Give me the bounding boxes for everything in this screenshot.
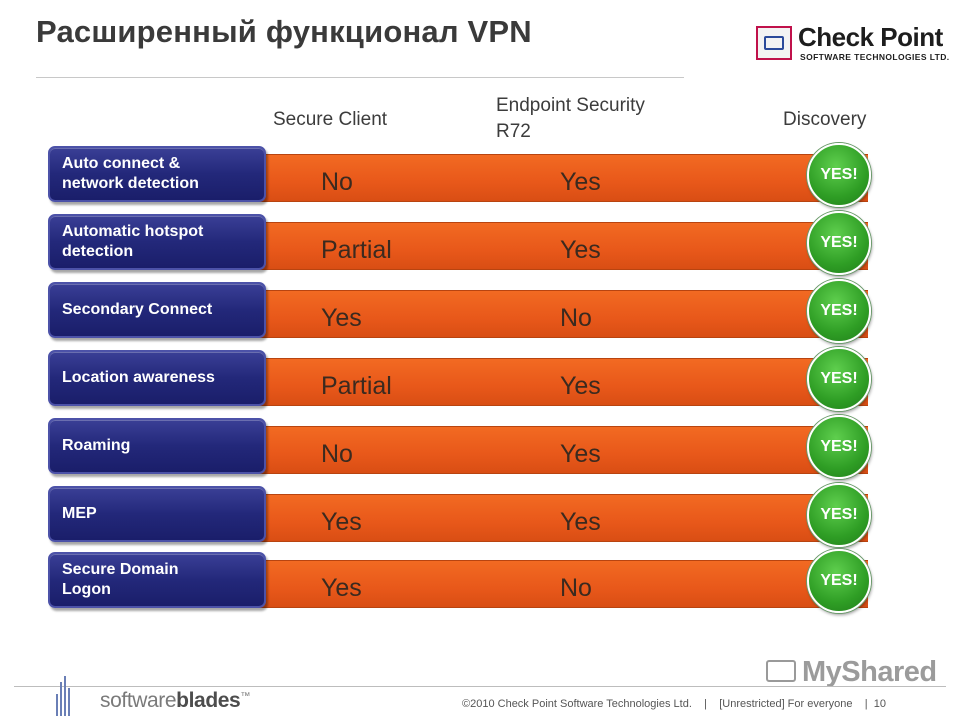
check-point-emblem-icon	[756, 26, 792, 60]
feature-label: Secondary Connect	[48, 282, 266, 338]
logo-subtitle: SOFTWARE TECHNOLOGIES LTD.	[800, 52, 950, 62]
feature-bar: Yes No	[248, 560, 868, 608]
logo-name: Check Point	[798, 22, 943, 52]
column-header-endpoint-line1: Endpoint Security	[496, 95, 645, 116]
feature-label-line1: Location awareness	[62, 369, 215, 386]
discovery-yes-badge: YES!	[807, 483, 871, 547]
footer-separator: |	[864, 698, 868, 710]
footer-separator: |	[704, 698, 707, 710]
feature-row: Yes Yes MEP YES!	[48, 483, 871, 548]
feature-label-line1: Auto connect &	[62, 155, 181, 172]
brand-light: software	[100, 689, 177, 712]
feature-bar: Yes Yes	[248, 494, 868, 542]
brand-tm: ™	[240, 691, 250, 702]
feature-row: Yes No Secure Domain Logon YES!	[48, 549, 871, 614]
discovery-yes-badge: YES!	[807, 211, 871, 275]
discovery-yes-badge: YES!	[807, 279, 871, 343]
column-header-endpoint-security: Endpoint Security R72	[496, 93, 645, 145]
feature-label-line2: network detection	[62, 175, 199, 192]
feature-label-line1: MEP	[62, 505, 97, 522]
footer-divider	[14, 686, 946, 687]
feature-label: MEP	[48, 486, 266, 542]
column-header-secure-client: Secure Client	[273, 109, 388, 130]
feature-label-line1: Automatic hotspot	[62, 223, 204, 240]
endpoint-security-value: Yes	[560, 168, 601, 196]
secure-client-value: Partial	[321, 236, 392, 264]
feature-label: Location awareness	[48, 350, 266, 406]
presentation-icon	[766, 660, 796, 682]
software-blades-brand: softwareblades™	[100, 689, 250, 713]
secure-client-value: No	[321, 440, 353, 468]
discovery-yes-badge: YES!	[807, 549, 871, 613]
feature-row: No Yes Roaming YES!	[48, 415, 871, 480]
feature-row: Yes No Secondary Connect YES!	[48, 279, 871, 344]
feature-label-line1: Secondary Connect	[62, 301, 213, 318]
feature-label: Automatic hotspot detection	[48, 214, 266, 270]
column-header-discovery: Discovery	[783, 109, 867, 130]
feature-label: Secure Domain Logon	[48, 552, 266, 608]
endpoint-security-value: Yes	[560, 372, 601, 400]
endpoint-security-value: Yes	[560, 440, 601, 468]
title-divider	[36, 77, 684, 78]
software-blades-icon	[56, 676, 72, 716]
feature-label-line1: Roaming	[62, 437, 131, 454]
feature-label: Auto connect & network detection	[48, 146, 266, 202]
page-number: 10	[873, 698, 886, 710]
discovery-yes-badge: YES!	[807, 415, 871, 479]
secure-client-value: No	[321, 168, 353, 196]
endpoint-security-value: Yes	[560, 236, 601, 264]
secure-client-value: Partial	[321, 372, 392, 400]
column-header-endpoint-line2: R72	[496, 121, 531, 142]
secure-client-value: Yes	[321, 508, 362, 536]
feature-label-line2: Logon	[62, 581, 111, 598]
feature-label-line1: Secure Domain	[62, 561, 179, 578]
brand-bold: blades	[176, 689, 241, 712]
feature-bar: No Yes	[248, 154, 868, 202]
secure-client-value: Yes	[321, 574, 362, 602]
classification: [Unrestricted] For everyone	[719, 698, 853, 710]
feature-label-line2: detection	[62, 243, 134, 260]
feature-bar: Partial Yes	[248, 222, 868, 270]
endpoint-security-value: No	[560, 304, 592, 332]
footer-text: ©2010 Check Point Software Technologies …	[462, 698, 886, 710]
feature-label: Roaming	[48, 418, 266, 474]
discovery-yes-badge: YES!	[807, 143, 871, 207]
feature-row: No Yes Auto connect & network detection …	[48, 143, 871, 208]
endpoint-security-value: Yes	[560, 508, 601, 536]
feature-bar: Yes No	[248, 290, 868, 338]
discovery-yes-badge: YES!	[807, 347, 871, 411]
feature-row: Partial Yes Location awareness YES!	[48, 347, 871, 412]
feature-row: Partial Yes Automatic hotspot detection …	[48, 211, 871, 276]
slide-title: Расширенный функционал VPN	[36, 14, 532, 49]
copyright: ©2010 Check Point Software Technologies …	[462, 698, 692, 710]
watermark-text: MyShared	[802, 656, 937, 688]
feature-bar: No Yes	[248, 426, 868, 474]
check-point-logo: Check Point SOFTWARE TECHNOLOGIES LTD.	[756, 22, 949, 102]
feature-bar: Partial Yes	[248, 358, 868, 406]
endpoint-security-value: No	[560, 574, 592, 602]
secure-client-value: Yes	[321, 304, 362, 332]
